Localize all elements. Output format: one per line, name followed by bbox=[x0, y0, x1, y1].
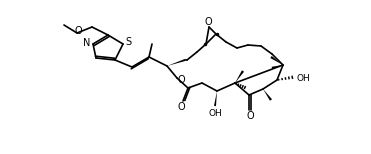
Polygon shape bbox=[272, 65, 283, 69]
Text: O: O bbox=[246, 111, 254, 121]
Polygon shape bbox=[214, 91, 217, 106]
Polygon shape bbox=[235, 70, 244, 83]
Text: O: O bbox=[204, 17, 212, 27]
Text: O: O bbox=[177, 102, 185, 112]
Text: N: N bbox=[83, 38, 91, 48]
Polygon shape bbox=[263, 89, 272, 101]
Text: OH: OH bbox=[208, 109, 222, 118]
Text: O: O bbox=[74, 26, 82, 36]
Text: S: S bbox=[125, 37, 131, 47]
Text: O: O bbox=[177, 75, 185, 85]
Polygon shape bbox=[167, 59, 186, 66]
Polygon shape bbox=[270, 56, 283, 65]
Text: OH: OH bbox=[296, 73, 310, 83]
